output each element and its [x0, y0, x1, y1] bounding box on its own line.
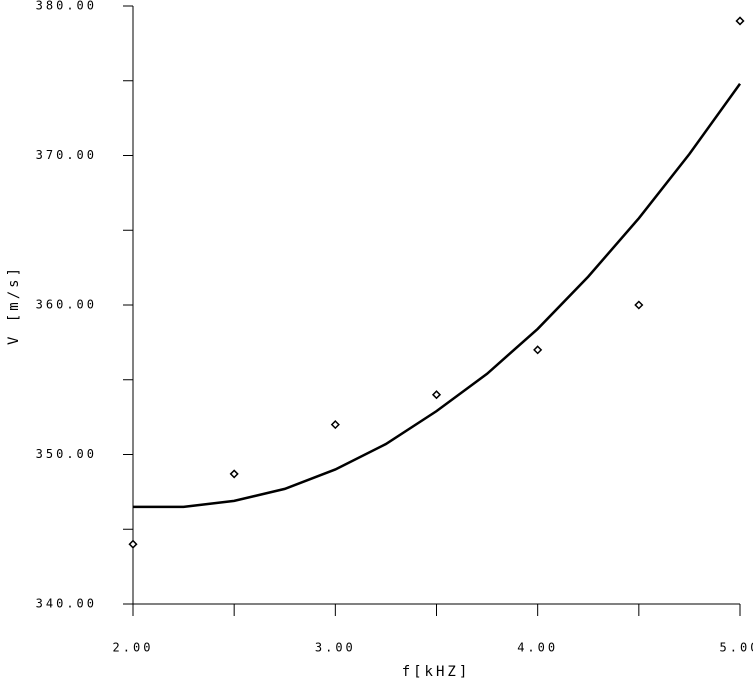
fit-curve: [133, 83, 742, 509]
x-axis-label: f[kHZ]: [402, 664, 471, 680]
data-point: [533, 345, 543, 355]
y-axis-label: V [m/s]: [6, 265, 22, 345]
y-tick-label: 370.00: [36, 148, 97, 162]
data-point: [330, 420, 340, 430]
x-tick-label: 3.00: [315, 641, 356, 655]
data-point: [634, 300, 644, 310]
data-point: [431, 390, 442, 400]
x-tick-label: 4.00: [517, 641, 558, 655]
x-tick-label: 2.00: [113, 641, 154, 655]
y-tick-label: 340.00: [36, 597, 97, 611]
y-tick-label: 350.00: [36, 447, 97, 461]
data-point: [735, 16, 745, 26]
data-point: [128, 539, 138, 549]
data-point: [229, 469, 239, 479]
x-tick-label: 5.00: [720, 641, 753, 655]
y-tick-label: 360.00: [36, 298, 97, 312]
y-tick-label: 380.00: [36, 0, 97, 13]
